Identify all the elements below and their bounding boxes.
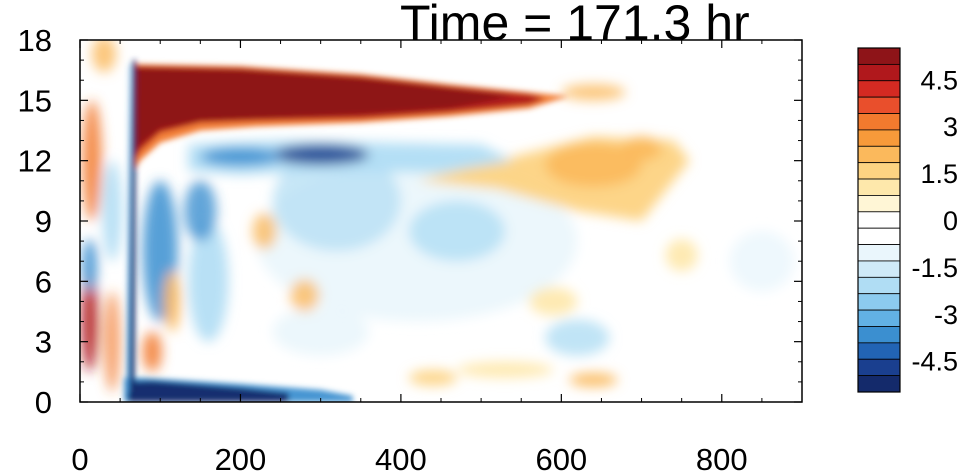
colorbar-segment (857, 260, 901, 278)
colorbar-segment (857, 129, 901, 147)
pale-blue-patch (545, 319, 610, 356)
front-wall (129, 60, 137, 392)
front-blue-cells (184, 180, 217, 242)
colorbar-label: 4.5 (920, 65, 958, 95)
negative-band-core (200, 147, 281, 166)
colorbar-segment (857, 96, 901, 114)
low-cream-band (457, 361, 554, 378)
colorbar-segment (857, 178, 901, 196)
colorbar-segment (857, 80, 901, 98)
y-tick-label: 6 (35, 264, 52, 299)
colorbar-label: 0 (943, 206, 958, 236)
colorbar-segment (857, 358, 901, 377)
x-tick-label: 200 (215, 442, 267, 473)
field-soft-layer (81, 40, 794, 392)
colorbar-label: -4.5 (911, 347, 958, 377)
cream-speck (665, 239, 698, 272)
left-edge-red (81, 271, 98, 372)
heatmap-field (81, 40, 794, 402)
field-sharp-layer (124, 60, 570, 402)
upper-jet-tail (561, 84, 626, 101)
pale-blue-patch (272, 307, 369, 356)
colorbar: 4.5 3 1.5 0 -1.5 -3 -4.5 (857, 47, 958, 393)
colorbar-segment (857, 309, 901, 327)
low-orange-speck (569, 372, 618, 387)
front-orange-cells (142, 331, 162, 372)
colorbar-frame (857, 47, 901, 393)
y-tick-label: 3 (35, 325, 52, 360)
colorbar-label: -1.5 (911, 253, 958, 283)
colorbar-segment (857, 326, 901, 344)
y-tick-label: 12 (18, 144, 52, 179)
colorbar-label: 1.5 (920, 159, 958, 189)
y-tick-label: 18 (18, 23, 52, 58)
colorbar-segment (857, 63, 901, 82)
left-edge-blue (82, 239, 97, 292)
front-orange-cells (164, 271, 181, 332)
y-tick-label: 0 (35, 385, 52, 420)
plot-frame (79, 39, 803, 403)
pale-blue-patch (729, 231, 794, 292)
left-edge-blue (102, 160, 122, 262)
colorbar-segment (857, 227, 901, 245)
colorbar-segment (857, 276, 901, 295)
colorbar-segment (857, 162, 901, 180)
left-edge-orange (104, 291, 121, 392)
front-blue-cells (188, 221, 229, 342)
y-tick-label: 9 (35, 204, 52, 239)
colorbar-segment (857, 342, 901, 360)
left-edge-orange (92, 40, 117, 73)
chart-title: Time = 171.3 hr (400, 0, 750, 51)
colorbar-label: -3 (934, 300, 958, 330)
positive-tongue-core (621, 136, 662, 161)
y-tick-label: 15 (18, 83, 52, 118)
plot-area (79, 39, 803, 403)
x-tick-label: 400 (375, 442, 427, 473)
colorbar-segment (857, 145, 901, 164)
surface-band-core (128, 380, 289, 402)
x-tick-label: 600 (535, 442, 587, 473)
low-orange-speck (408, 369, 458, 386)
x-tick-labels: 0 200 400 600 800 (71, 442, 747, 473)
y-tick-labels: 0 3 6 9 12 15 18 (18, 23, 52, 420)
colorbar-segment (857, 47, 901, 65)
cream-speck (529, 287, 578, 316)
front-wall-edge (126, 64, 132, 392)
positive-tongue-core (545, 142, 642, 187)
colorbar-segment (857, 244, 901, 262)
x-tick-label: 800 (696, 442, 748, 473)
colorbar-label: 3 (943, 112, 958, 142)
colorbar-segment (857, 195, 901, 213)
orange-speck (290, 279, 320, 312)
left-edge-orange (82, 100, 102, 221)
colorbar-segment (857, 293, 901, 311)
colorbar-segment (857, 211, 901, 229)
negative-band-core (272, 144, 369, 165)
colorbar-segment (857, 375, 901, 393)
upper-jet-core (134, 68, 514, 155)
orange-speck (252, 212, 277, 250)
x-tick-label: 0 (71, 442, 88, 473)
colorbar-segment (857, 113, 901, 131)
pale-blue-patch (272, 150, 401, 252)
pale-blue-patch (408, 200, 506, 262)
